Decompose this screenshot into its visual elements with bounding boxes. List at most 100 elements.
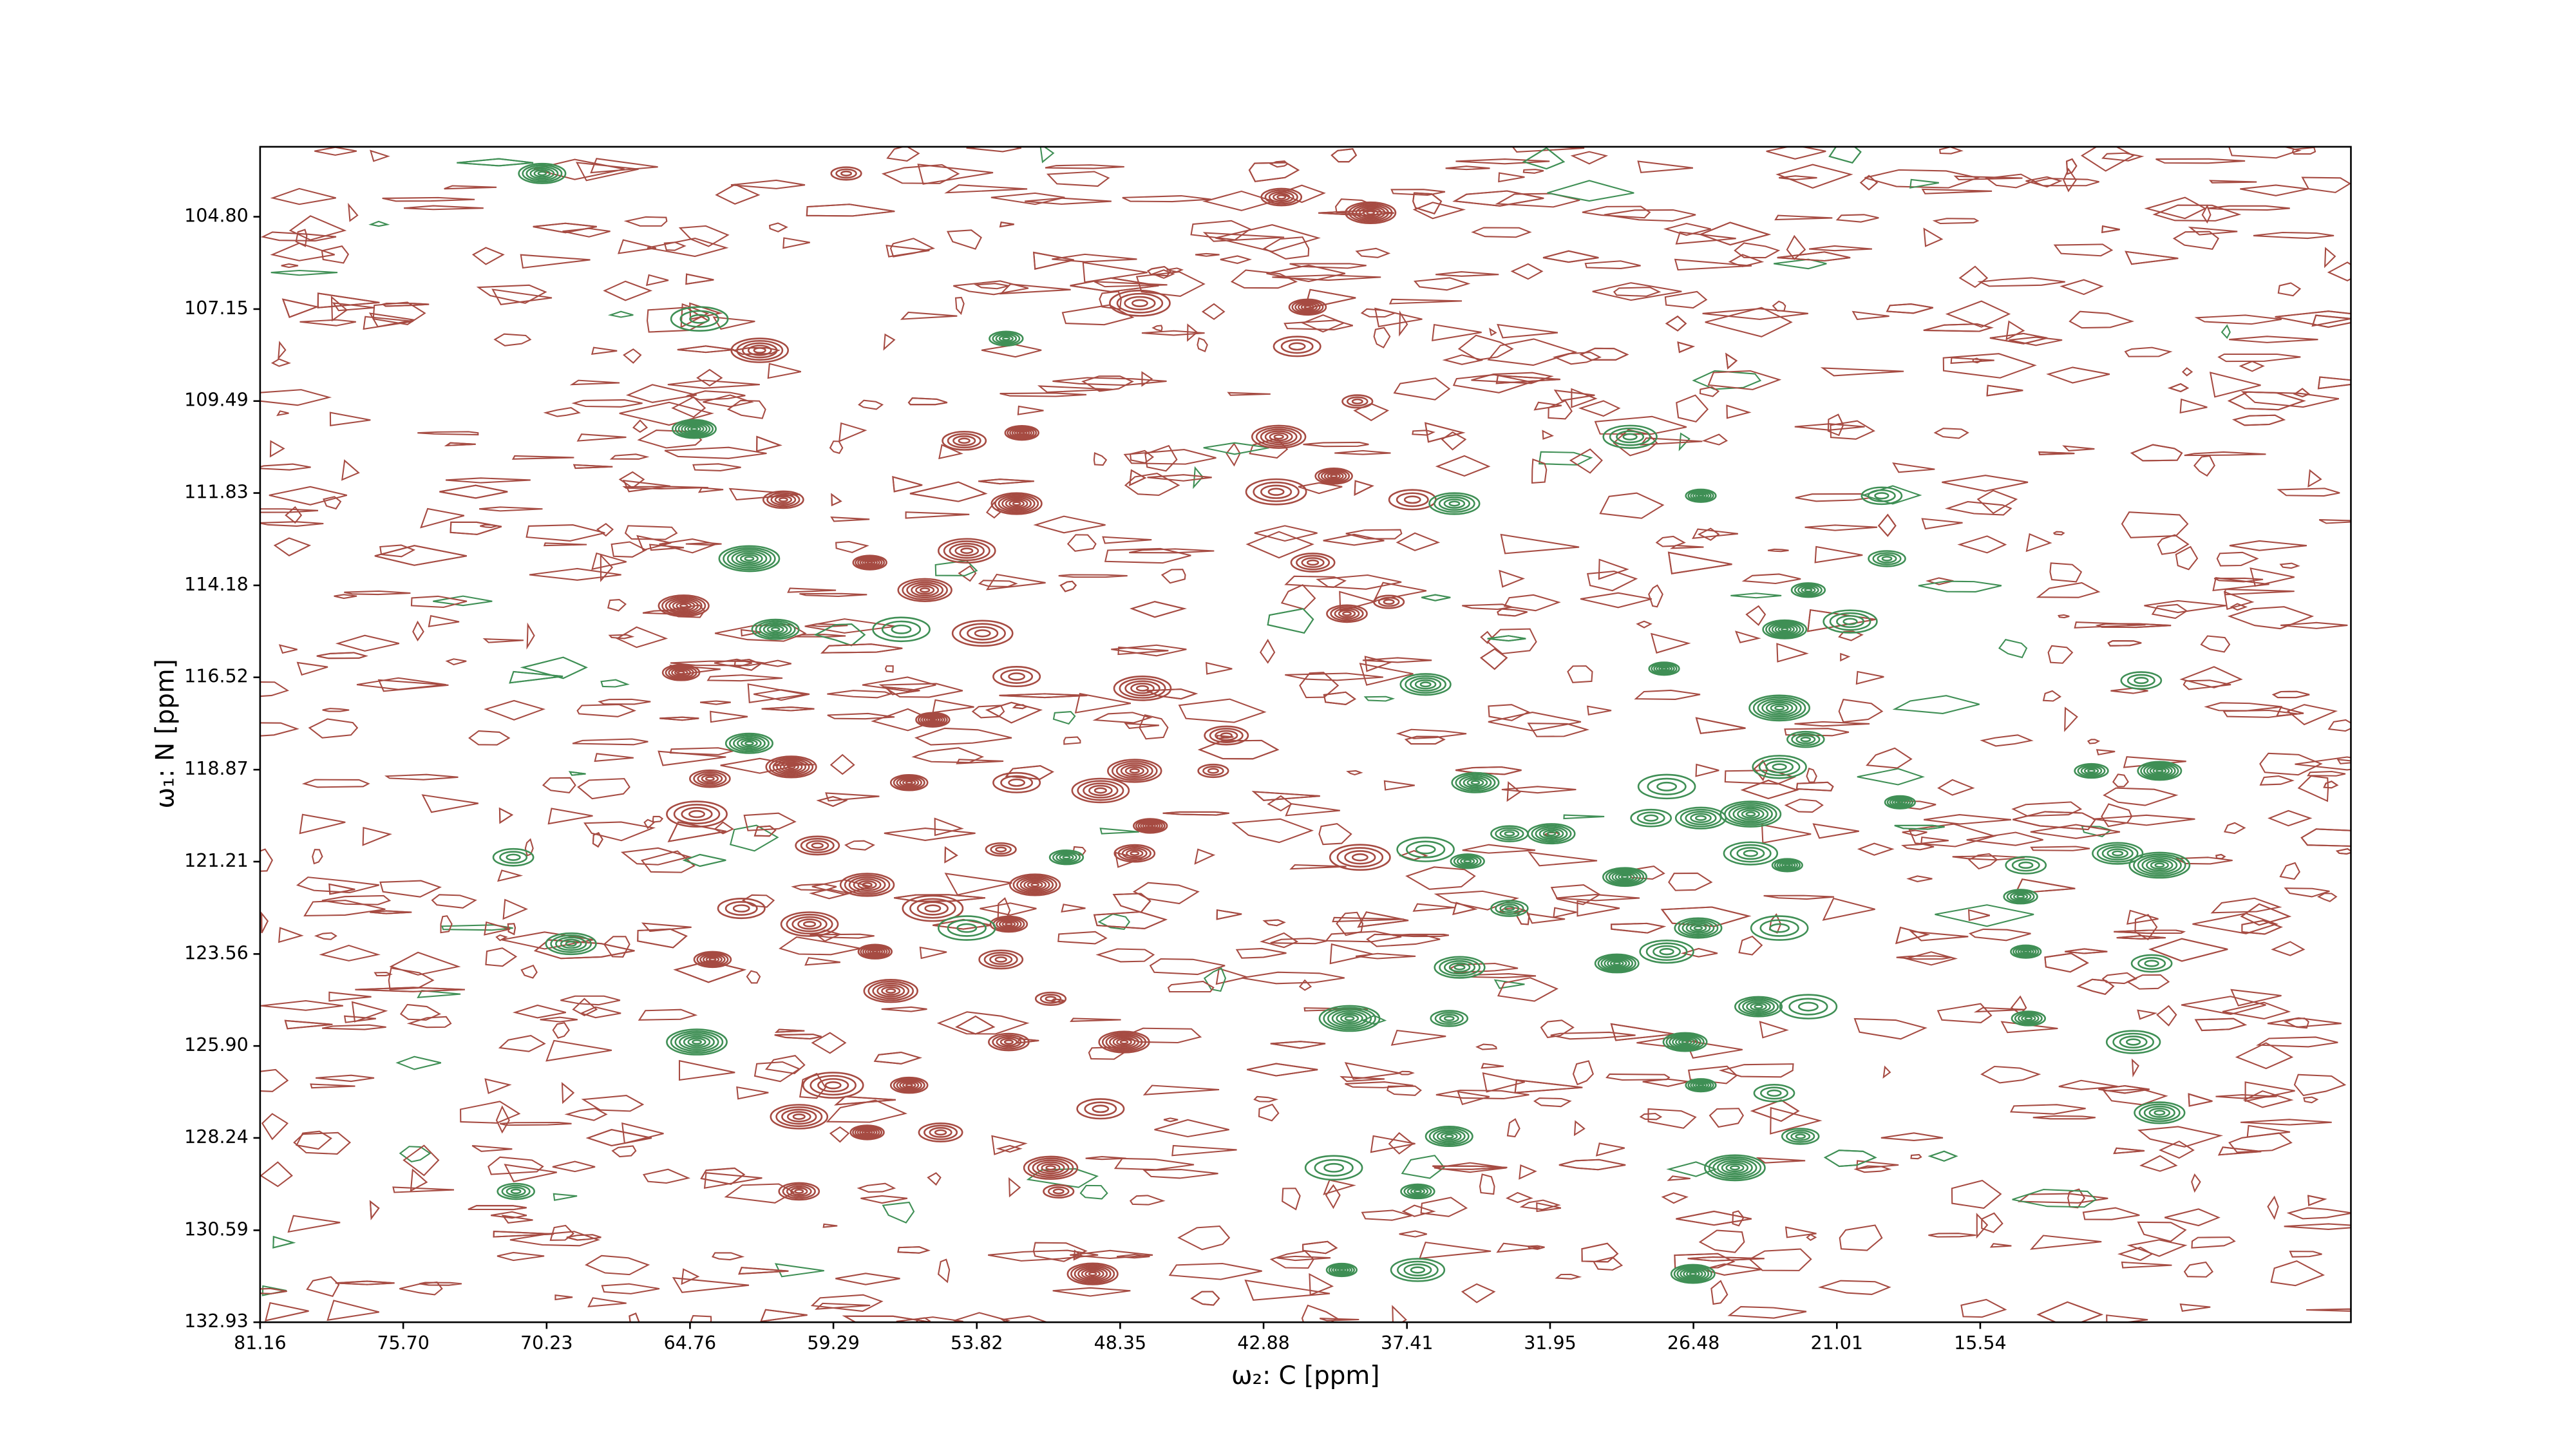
peak-contour — [857, 943, 893, 960]
noise-contour — [1141, 330, 1205, 336]
noise-contour — [1519, 1164, 1537, 1180]
peak-contour — [717, 898, 766, 920]
noise-contour — [478, 506, 543, 512]
peak-contour — [731, 550, 768, 567]
peak-contour — [1113, 844, 1156, 863]
peak-contour — [1074, 1265, 1112, 1283]
noise-contour — [1345, 529, 1403, 540]
peak-contour — [943, 540, 990, 562]
peak-contour — [1504, 831, 1515, 837]
peak-contour — [1454, 964, 1466, 971]
peak-contour — [1745, 811, 1756, 817]
peak-contour — [849, 1124, 885, 1141]
peak-contour — [2010, 944, 2042, 959]
peak-contour — [1645, 942, 1688, 961]
peak-contour — [1088, 1271, 1097, 1276]
peak — [1133, 818, 1168, 834]
peak-contour — [689, 769, 731, 788]
peak-contour — [1117, 846, 1151, 861]
peak-contour — [2101, 846, 2134, 861]
noise-contour — [966, 146, 1021, 153]
peak-contour — [1697, 1083, 1705, 1088]
noise-contour — [1727, 1306, 1807, 1319]
noise-contour — [1329, 943, 1373, 965]
peak-contour — [1405, 675, 1446, 694]
peak-contour — [1800, 736, 1812, 743]
peak-contour — [666, 1028, 728, 1056]
noise-contour — [381, 302, 430, 307]
noise-contour — [933, 918, 992, 930]
noise-contour — [1033, 515, 1106, 534]
noise-contour — [1697, 527, 1720, 541]
peak — [1823, 609, 1878, 634]
peak-contour — [1434, 956, 1486, 979]
peak-contour — [1296, 554, 1331, 571]
peak-contour — [951, 620, 1014, 647]
noise-contour — [1452, 902, 1478, 916]
noise-contour — [299, 813, 346, 835]
noise-contour — [2297, 775, 2329, 802]
peak-contour — [1797, 1001, 1819, 1012]
peak-contour — [1743, 849, 1758, 857]
noise-contour — [640, 850, 696, 873]
noise-contour — [711, 1252, 745, 1261]
peak-contour — [1027, 880, 1043, 889]
noise-contour — [1945, 300, 2011, 328]
peak — [672, 419, 717, 439]
noise-contour — [1676, 394, 1709, 422]
noise-contour — [493, 333, 532, 346]
peak-contour — [1757, 698, 1802, 718]
noise-contour — [645, 274, 669, 287]
noise-contour — [878, 683, 963, 698]
noise-contour — [1695, 717, 1746, 734]
noise-contour — [1425, 422, 1466, 443]
peak-contour — [689, 314, 710, 324]
noise-contour — [1488, 327, 1497, 337]
peak-contour — [1300, 303, 1315, 311]
noise-contour — [450, 521, 502, 535]
noise-contour — [1413, 277, 1471, 291]
noise-contour — [1227, 392, 1271, 396]
noise-contour — [1122, 194, 1211, 203]
peak-contour — [668, 667, 694, 679]
peak-contour — [853, 878, 882, 891]
noise-contour — [395, 1056, 442, 1070]
noise-contour — [1699, 386, 1720, 397]
x-tick-label: 31.95 — [1524, 1332, 1577, 1354]
noise-contour — [1756, 1157, 1806, 1164]
peak — [937, 915, 996, 941]
noise-contour — [1197, 337, 1208, 352]
noise-contour — [1421, 594, 1451, 601]
noise-contour — [696, 368, 723, 387]
noise-contour — [273, 537, 312, 556]
noise-contour — [659, 716, 699, 721]
noise-contour — [2209, 372, 2261, 398]
noise-contour — [622, 486, 708, 489]
noise-contour — [678, 225, 730, 247]
noise-contour — [2017, 1193, 2108, 1204]
y-tick-label: 123.56 — [184, 942, 249, 963]
noise-contour — [1734, 242, 1781, 259]
noise-contour — [669, 747, 734, 755]
peak-contour — [1690, 490, 1712, 501]
peak-contour — [730, 337, 790, 363]
noise-contour — [1924, 814, 2011, 825]
peak-contour — [2152, 767, 2167, 775]
noise-contour — [882, 1201, 915, 1224]
peak-contour — [959, 623, 1006, 644]
noise-contour — [334, 594, 357, 600]
peak-contour — [1000, 669, 1034, 684]
noise-contour — [289, 215, 347, 241]
peak-contour — [1294, 301, 1321, 314]
noise-contour — [1967, 909, 1990, 922]
noise-contour — [809, 888, 850, 900]
peak — [992, 772, 1041, 793]
peak-contour — [2016, 894, 2025, 899]
noise-contour — [1462, 603, 1512, 611]
noise-contour — [412, 620, 424, 641]
noise-contour — [2213, 577, 2264, 583]
noise-contour — [671, 396, 706, 418]
noise-contour — [596, 522, 614, 537]
peak — [1341, 394, 1374, 409]
peak-contour — [1197, 763, 1229, 779]
